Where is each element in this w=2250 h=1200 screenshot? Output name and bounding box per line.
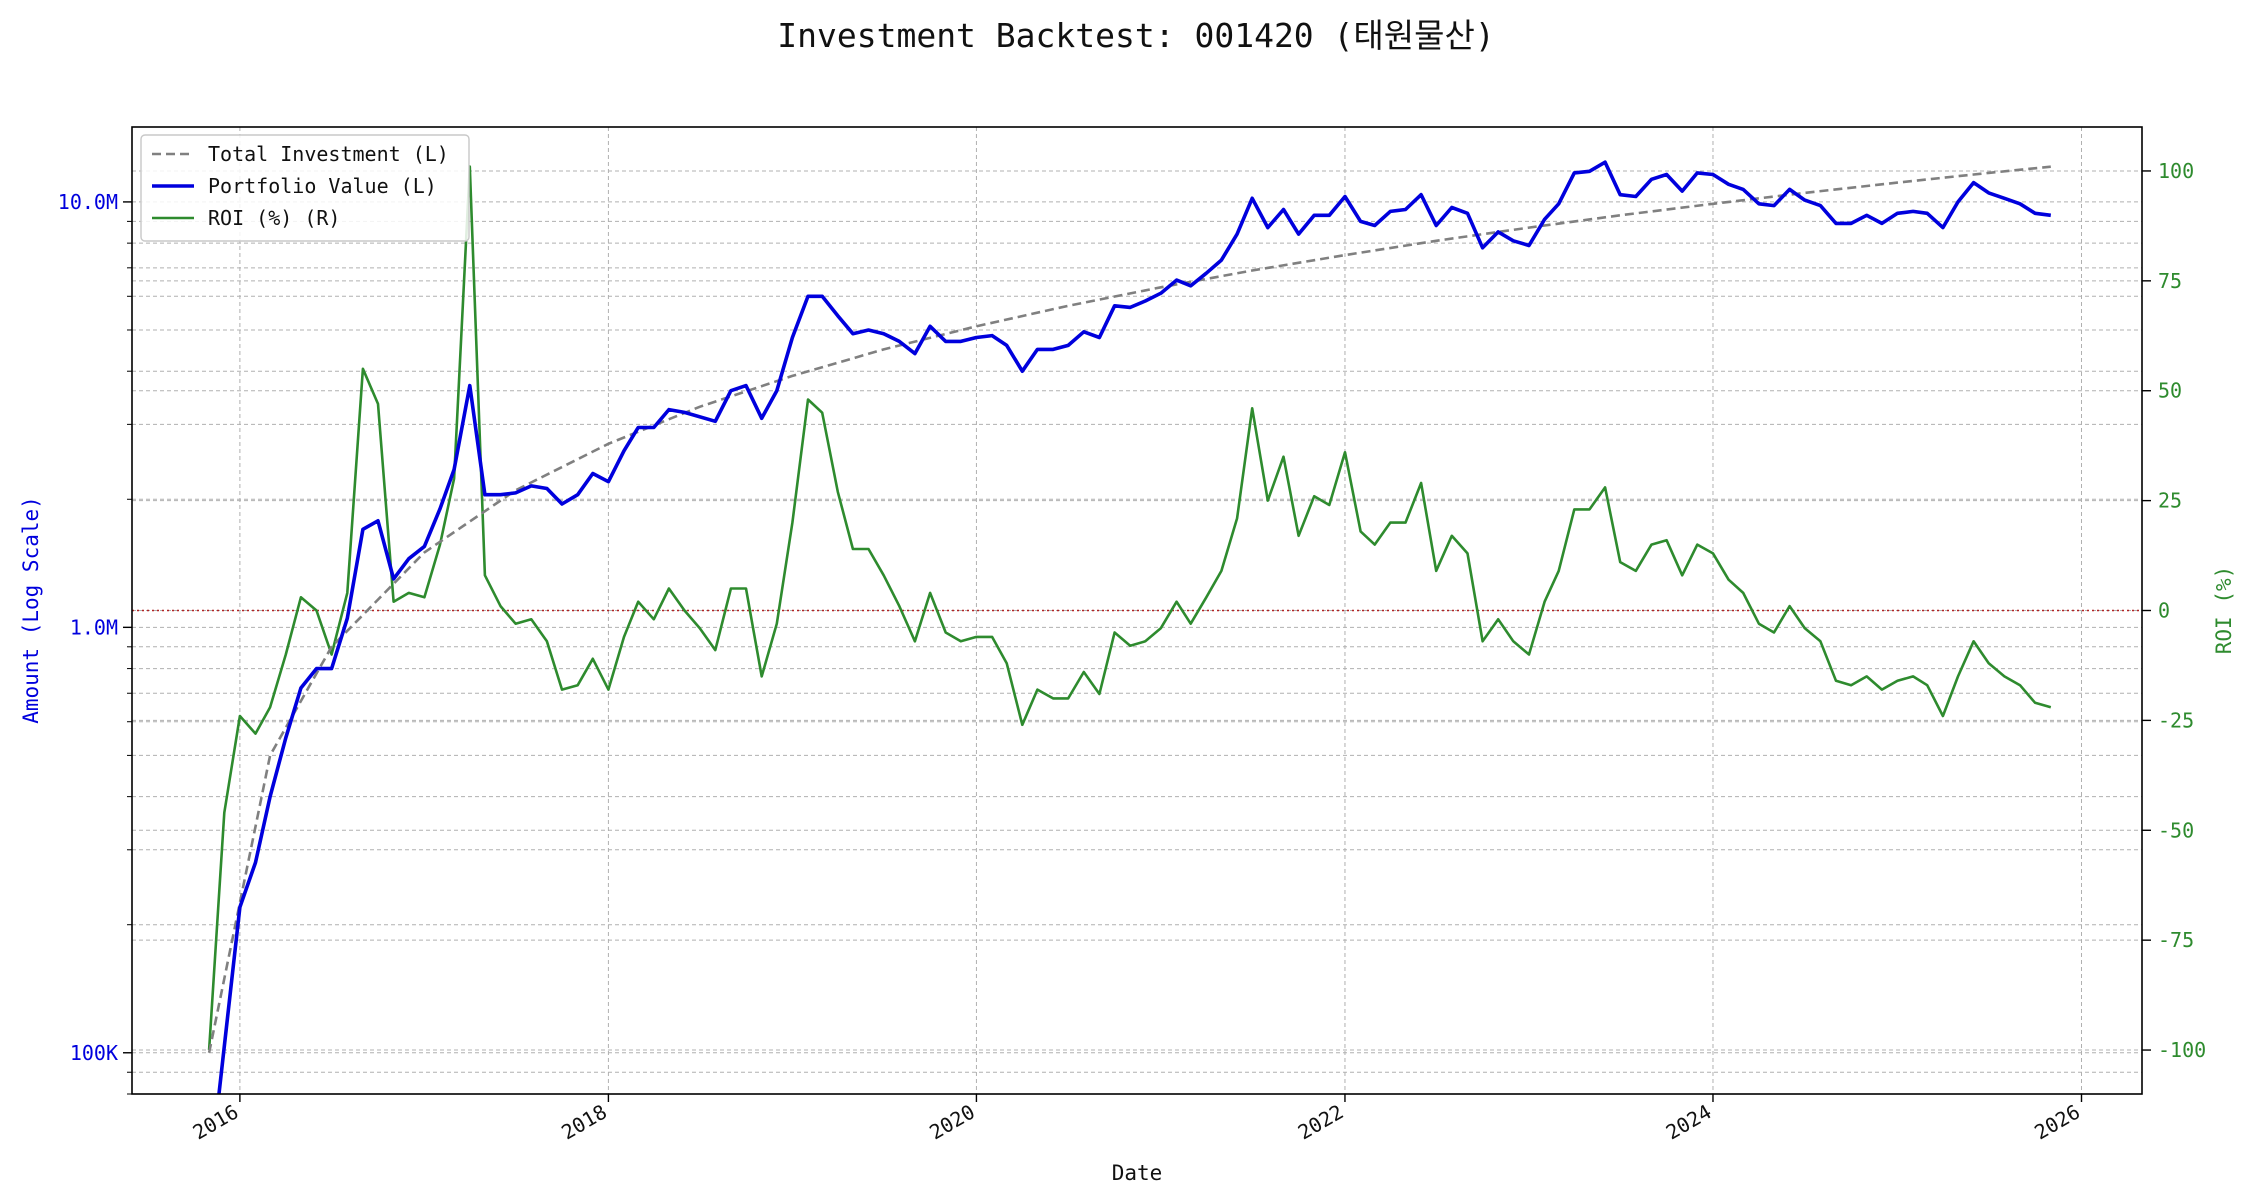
x-tick-label: 2020 [925,1100,979,1145]
legend-label-investment: Total Investment (L) [208,142,449,166]
series-roi [207,165,2052,1051]
series-portfolio-value [217,160,2052,1094]
legend-box [140,134,470,242]
y-left-tick-label: 1.0M [70,615,118,639]
y-right-tick-label: 100 [2158,159,2194,183]
series-layer [207,160,2052,1094]
x-axis-label: Date [1112,1161,1163,1185]
axis-layer: 2016 2018 2020 2022 2024 2026 100K 1.0M 10.0M -10… [58,159,2206,1144]
legend-label-portfolio: Portfolio Value (L) [208,174,437,198]
y-right-tick-label: -100 [2158,1038,2206,1062]
y-right-tick-label: -75 [2158,928,2194,952]
y-right-tick-label: -25 [2158,708,2194,732]
y-left-tick-label: 100K [70,1041,118,1065]
y-right-tick-label: 75 [2158,269,2182,293]
y-right-tick-label: 50 [2158,379,2182,403]
y-left-axis-label: Amount (Log Scale) [19,496,43,724]
chart-title: Investment Backtest: 001420 (태원물산) [777,16,1494,55]
y-left-tick-label: 10.0M [58,190,118,214]
legend: Total Investment (L) Portfolio Value (L)… [140,134,470,242]
x-tick-label: 2022 [1294,1100,1348,1145]
x-tick-label: 2018 [557,1100,611,1145]
y-right-tick-label: 25 [2158,489,2182,513]
y-right-tick-label: -50 [2158,818,2194,842]
series-total-investment [207,165,2051,1054]
y-right-tick-label: 0 [2158,599,2170,623]
x-tick-label: 2024 [1662,1100,1716,1145]
legend-label-roi: ROI (%) (R) [208,206,340,230]
x-tick-label: 2016 [189,1100,243,1145]
y-right-axis-label: ROI (%) [2212,566,2236,655]
x-tick-label: 2026 [2030,1100,2084,1145]
